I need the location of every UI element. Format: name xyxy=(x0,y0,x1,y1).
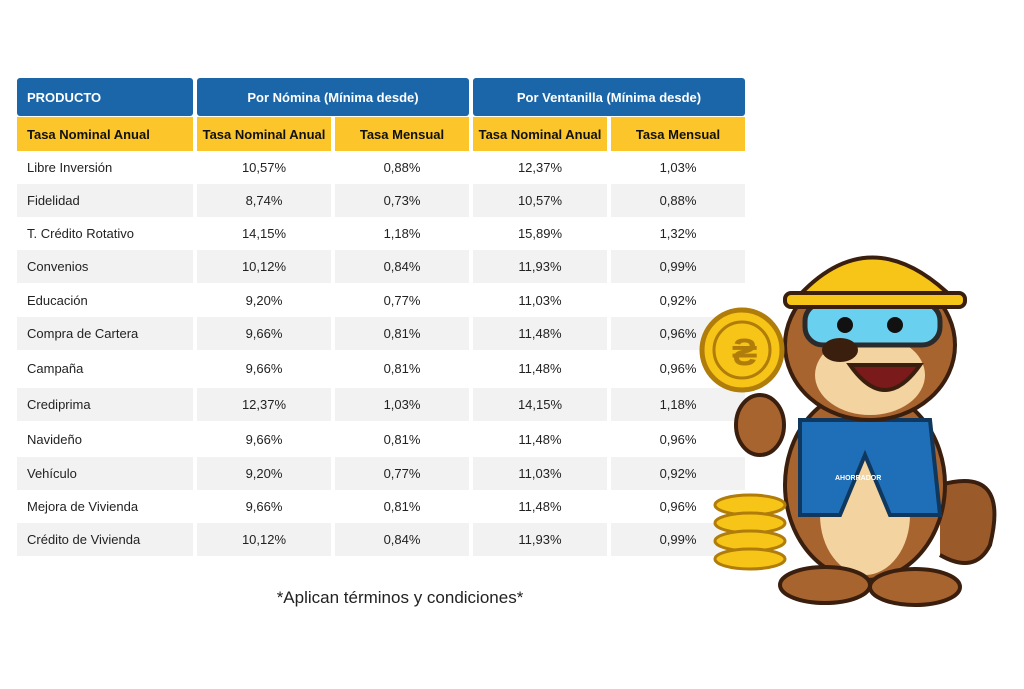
product-name-cell: Educación xyxy=(27,293,88,308)
table-row: Crédito de Vivienda 10,12% 0,84% 11,93% 0,99… xyxy=(0,523,760,556)
header-ventanilla: Por Ventanilla (Mínima desde) xyxy=(473,78,745,116)
rate-cell: 14,15% xyxy=(241,226,287,241)
table-row: Campaña 9,66% 0,81% 11,48% 0,96% xyxy=(0,352,760,385)
rate-cell: 11,48% xyxy=(518,432,562,447)
header-product: PRODUCTO xyxy=(17,78,193,116)
svg-text:AHORRADOR: AHORRADOR xyxy=(835,475,881,482)
rate-cell: 8,74% xyxy=(197,184,331,217)
rate-cell: 0,96% xyxy=(659,361,697,376)
rate-cell: 9,66% xyxy=(245,361,283,376)
product-name-cell: Compra de Cartera xyxy=(17,317,193,350)
svg-text:₴: ₴ xyxy=(732,332,757,374)
rate-cell: 0,81% xyxy=(335,317,469,350)
subheader-ventanilla-annual: Tasa Nominal Anual xyxy=(473,117,607,151)
terms-footnote: *Aplican términos y condiciones* xyxy=(276,588,524,607)
rate-cell: 0,88% xyxy=(383,160,421,175)
rate-cell: 11,03% xyxy=(473,457,607,490)
product-name-cell: T. Crédito Rotativo xyxy=(27,226,134,241)
subheader-nomina-annual: Tasa Nominal Anual xyxy=(197,117,331,151)
rate-cell: 11,03% xyxy=(518,293,562,308)
rate-cell: 9,20% xyxy=(245,293,283,308)
rate-cell: 10,57% xyxy=(473,184,607,217)
product-name-cell: Fidelidad xyxy=(17,184,193,217)
otter-mascot-icon: AHORRADOR ₴ xyxy=(699,255,997,607)
rate-cell: 12,37% xyxy=(517,160,563,175)
rate-cell: 0,84% xyxy=(335,523,469,556)
rate-cell: 9,66% xyxy=(245,432,283,447)
rate-cell: 11,48% xyxy=(518,361,562,376)
table-row: Compra de Cartera 9,66% 0,81% 11,48% 0,96% xyxy=(0,317,760,350)
product-name-cell: Libre Inversión xyxy=(27,160,113,175)
product-name-cell: Navideño xyxy=(27,432,82,447)
rate-cell: 1,03% xyxy=(335,388,469,421)
rate-cell: 10,12% xyxy=(197,523,331,556)
rate-cell: 9,66% xyxy=(245,499,283,514)
rate-cell: 1,32% xyxy=(659,226,697,241)
rate-cell: 1,18% xyxy=(611,388,745,421)
product-name-cell: Mejora de Vivienda xyxy=(27,499,139,514)
rate-cell: 12,37% xyxy=(197,388,331,421)
rate-cell: 9,66% xyxy=(197,317,331,350)
table-row: Fidelidad 8,74% 0,73% 10,57% 0,88% xyxy=(0,184,760,217)
subheader-nomina-monthly: Tasa Mensual xyxy=(335,117,469,151)
rate-cell: 0,77% xyxy=(383,293,421,308)
rate-cell: 0,92% xyxy=(659,293,697,308)
product-name-cell: Vehículo xyxy=(17,457,193,490)
product-name-cell: Crédito de Vivienda xyxy=(17,523,193,556)
rate-cell: 0,84% xyxy=(335,250,469,283)
rate-cell: 10,57% xyxy=(241,160,287,175)
rate-cell: 10,12% xyxy=(197,250,331,283)
rate-cell: 15,89% xyxy=(517,226,563,241)
rate-cell: 11,48% xyxy=(473,317,607,350)
rate-cell: 1,18% xyxy=(383,226,421,241)
rate-cell: 0,88% xyxy=(611,184,745,217)
rate-cell: 11,48% xyxy=(518,499,562,514)
rate-cell: 0,77% xyxy=(335,457,469,490)
table-row: Libre Inversión 10,57% 0,88% 12,37% 1,03% xyxy=(0,151,760,184)
product-name-cell: Campaña xyxy=(27,361,84,376)
rate-cell: 9,20% xyxy=(197,457,331,490)
product-name-cell: Convenios xyxy=(17,250,193,283)
rate-cell: 11,93% xyxy=(473,250,607,283)
subheader-product-rate: Tasa Nominal Anual xyxy=(17,117,193,151)
rate-cell: 0,81% xyxy=(383,499,421,514)
rate-cell: 0,73% xyxy=(335,184,469,217)
table-row: Crediprima 12,37% 1,03% 14,15% 1,18% xyxy=(0,388,760,421)
header-nomina: Por Nómina (Mínima desde) xyxy=(197,78,469,116)
rate-cell: 0,92% xyxy=(611,457,745,490)
subheader-ventanilla-monthly: Tasa Mensual xyxy=(611,117,745,151)
table-row: Vehículo 9,20% 0,77% 11,03% 0,92% xyxy=(0,457,760,490)
rate-cell: 1,03% xyxy=(659,160,697,175)
rate-cell: 0,96% xyxy=(659,499,697,514)
rate-cell: 0,81% xyxy=(383,432,421,447)
table-row: Mejora de Vivienda 9,66% 0,81% 11,48% 0,96% xyxy=(0,490,760,523)
table-row: Convenios 10,12% 0,84% 11,93% 0,99% xyxy=(0,250,760,283)
table-row: T. Crédito Rotativo 14,15% 1,18% 15,89% 1,32… xyxy=(0,217,760,250)
rate-cell: 0,81% xyxy=(383,361,421,376)
table-row: Educación 9,20% 0,77% 11,03% 0,92% xyxy=(0,284,760,317)
rate-cell: 0,99% xyxy=(611,250,745,283)
product-name-cell: Crediprima xyxy=(17,388,193,421)
rate-cell: 0,96% xyxy=(659,432,697,447)
rate-cell: 11,93% xyxy=(473,523,607,556)
rate-cell: 14,15% xyxy=(473,388,607,421)
table-row: Navideño 9,66% 0,81% 11,48% 0,96% xyxy=(0,423,760,456)
